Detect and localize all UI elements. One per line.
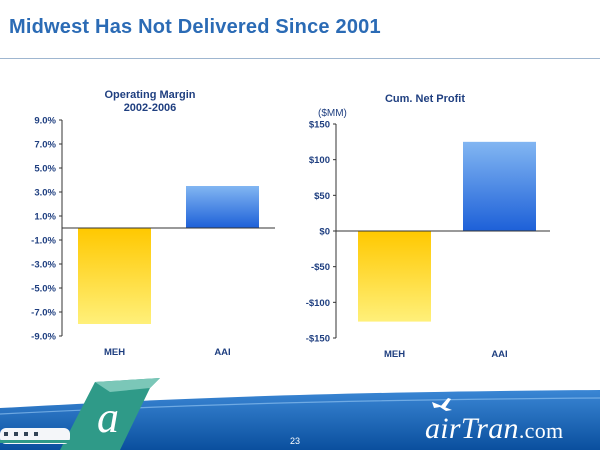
unit-label: ($MM) — [318, 108, 347, 119]
category-labels: MEH AAI — [104, 347, 231, 358]
y-tick-labels: 9.0% 7.0% 5.0% 3.0% 1.0% -1.0% -3.0% -5.0% -7.0%… — [31, 116, 62, 343]
y-tick-label: 5.0% — [34, 164, 56, 175]
aircraft-fuselage — [0, 428, 70, 444]
y-tick-label: 1.0% — [34, 212, 56, 223]
y-tick-label: -7.0% — [31, 308, 56, 319]
brand-name-a: air — [425, 412, 461, 445]
category-label: AAI — [214, 347, 230, 358]
chart-title: Operating Margin — [104, 89, 195, 101]
y-tick-label: -$100 — [306, 298, 330, 309]
title-divider — [0, 58, 600, 59]
y-tick-label: -$50 — [311, 262, 330, 273]
chart-subtitle: 2002-2006 — [124, 102, 177, 114]
brand-name-b: Tran — [460, 412, 519, 445]
operating-margin-chart: Operating Margin 2002-2006 9.0% 7.0% 5.0% 3… — [31, 89, 275, 358]
y-tick-label: 3.0% — [34, 188, 56, 199]
svg-text:a: a — [97, 393, 119, 442]
bar-meh — [78, 228, 151, 324]
bar-aai — [186, 186, 259, 228]
bar-meh — [358, 231, 431, 322]
bars — [358, 141, 536, 322]
y-tick-label: -9.0% — [31, 332, 56, 343]
page-number: 23 — [290, 436, 301, 446]
brand-tld: .com — [518, 418, 564, 443]
plane-icon — [432, 398, 452, 411]
y-tick-label: -5.0% — [31, 284, 56, 295]
category-label: MEH — [104, 347, 125, 358]
y-tick-label: 7.0% — [34, 140, 56, 151]
y-tick-label: 9.0% — [34, 116, 56, 127]
category-label: AAI — [491, 349, 507, 360]
y-tick-label: -$150 — [306, 334, 330, 345]
cum-net-profit-chart: Cum. Net Profit ($MM) $150 $100 $50 $0 -$50 -… — [306, 93, 550, 360]
y-tick-label: $150 — [309, 120, 330, 131]
y-tick-label: -3.0% — [31, 260, 56, 271]
chart-title: Cum. Net Profit — [385, 93, 465, 105]
category-labels: MEH AAI — [384, 349, 508, 360]
brand-wordmark: airTran.com — [425, 412, 563, 446]
y-tick-label: $50 — [314, 191, 330, 202]
category-label: MEH — [384, 349, 405, 360]
y-tick-label: -1.0% — [31, 236, 56, 247]
slide-title: Midwest Has Not Delivered Since 2001 — [9, 16, 381, 38]
footer-band: a — [0, 378, 600, 450]
y-tick-labels: $150 $100 $50 $0 -$50 -$100 -$150 — [306, 120, 336, 345]
y-tick-label: $100 — [309, 155, 330, 166]
y-tick-label: $0 — [319, 227, 330, 238]
airline-tail-logo: a — [60, 378, 160, 450]
bars — [78, 186, 259, 324]
bar-aai — [463, 141, 536, 231]
